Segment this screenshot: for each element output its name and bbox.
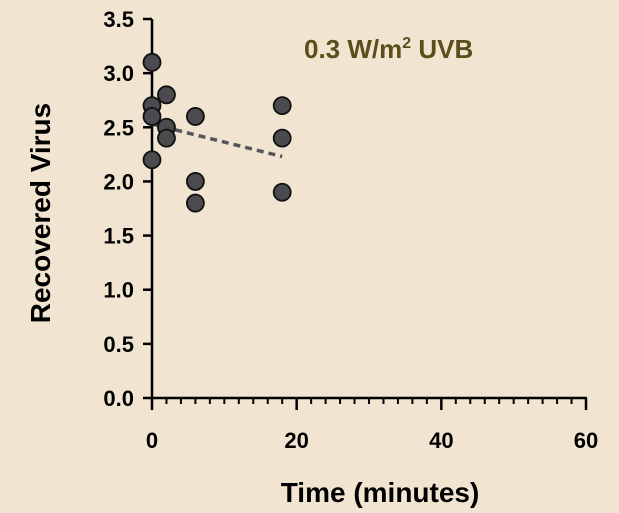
trendline <box>151 122 283 159</box>
data-point <box>157 85 176 105</box>
chart-title-suffix: UVB <box>411 34 473 64</box>
chart-title-prefix: 0.3 W/m <box>304 34 402 64</box>
data-point <box>142 52 162 72</box>
axes <box>150 19 587 400</box>
x-ticks: 0 20 40 60 <box>146 398 598 453</box>
y-tick-label: 3.0 <box>103 61 134 86</box>
data-point <box>185 107 205 126</box>
data-point <box>185 193 205 213</box>
data-point <box>272 182 292 202</box>
data-point <box>272 96 292 116</box>
data-point <box>272 128 292 148</box>
x-tick-label: 20 <box>284 428 308 453</box>
y-tick-label: 2.5 <box>103 115 134 140</box>
data-points <box>142 52 292 213</box>
y-tick-label: 0.0 <box>103 386 134 411</box>
y-axis-label: Recovered Virus <box>25 103 56 324</box>
data-point <box>142 150 162 170</box>
y-ticks: 0.0 0.5 1.0 1.5 2.0 2.5 3.0 3.5 <box>103 7 152 411</box>
x-tick-label: 0 <box>146 428 158 453</box>
y-tick-label: 2.0 <box>103 169 134 194</box>
trendline-group <box>151 122 283 159</box>
y-tick-label: 3.5 <box>103 7 134 32</box>
data-point <box>142 107 162 126</box>
x-tick-label: 40 <box>429 428 453 453</box>
x-axis-label: Time (minutes) <box>281 477 480 508</box>
data-point <box>157 128 176 148</box>
chart-title: 0.3 W/m2 UVB <box>304 34 473 64</box>
y-tick-label: 0.5 <box>103 332 134 357</box>
y-tick-label: 1.5 <box>103 224 134 249</box>
x-tick-label: 60 <box>574 428 598 453</box>
chart-title-superscript: 2 <box>402 35 411 52</box>
y-tick-label: 1.0 <box>103 278 134 303</box>
data-point <box>185 172 205 191</box>
